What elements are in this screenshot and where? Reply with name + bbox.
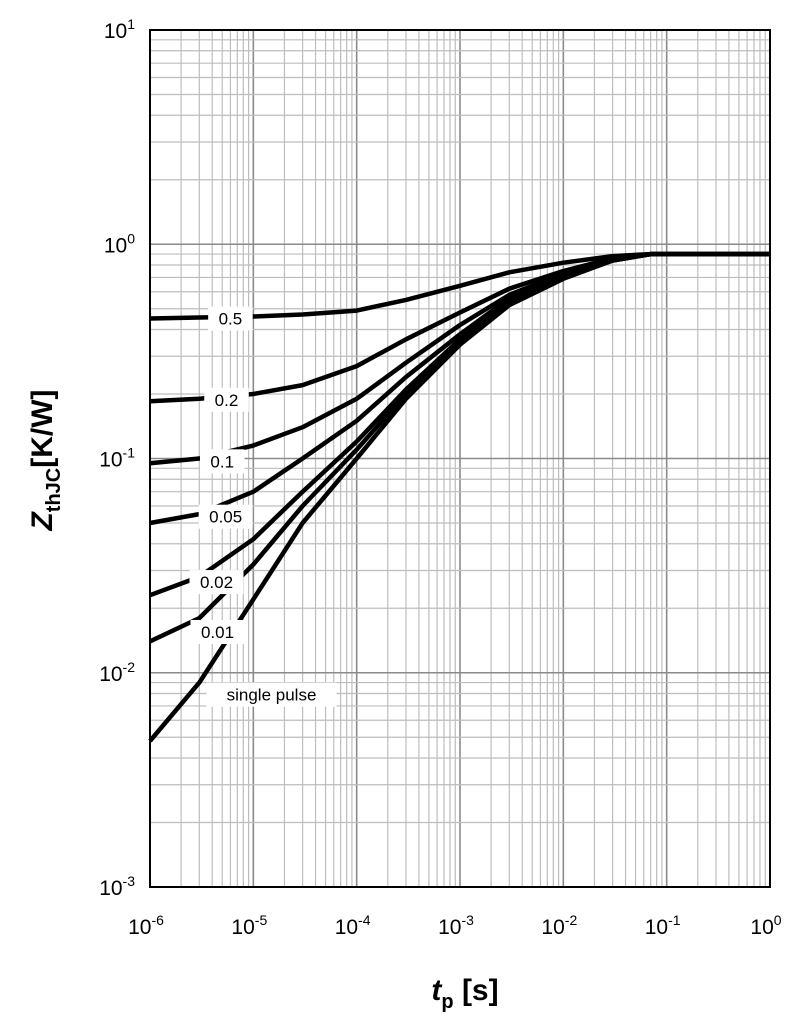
series-line-single-pulse: [148, 251, 770, 743]
curve-label-text: 0.05: [209, 508, 242, 527]
x-tick-label: 10-1: [645, 912, 681, 939]
y-tick-exponent: -3: [123, 873, 136, 889]
curve-label-background: [190, 619, 245, 644]
y-tick-exponent: 0: [127, 230, 135, 246]
curve-label-text: 0.01: [201, 623, 234, 642]
x-axis-title: tp [s]: [431, 974, 498, 1013]
plot-frame: [149, 29, 771, 888]
y-tick-label: 10-3: [99, 873, 135, 900]
y-axis-title-unit: [K/W]: [26, 389, 59, 467]
curve-labels: 0.5 0.2 0.1 0.05 0.02 0.01 single pulse: [189, 306, 337, 707]
x-tick-label: 10-5: [231, 912, 267, 939]
x-tick-base: 10: [335, 916, 358, 939]
x-tick-base: 10: [541, 916, 564, 939]
x-tick-base: 10: [645, 916, 668, 939]
curve-label: 0.5: [208, 306, 253, 331]
y-tick-exponent: 1: [127, 16, 135, 32]
x-tick-exponent: 0: [774, 912, 782, 928]
y-tick-base: 10: [99, 663, 122, 686]
y-tick-label: 100: [104, 230, 135, 257]
curve-label-background: [208, 306, 253, 331]
x-tick-label: 100: [750, 912, 781, 939]
curve-label-text: 0.5: [219, 310, 243, 329]
curve-label-text: single pulse: [227, 686, 317, 705]
y-tick-base: 10: [104, 234, 127, 257]
y-tick-exponent: -1: [123, 445, 136, 461]
y-tick-label: 10-1: [99, 445, 135, 472]
curve-label-text: 0.02: [200, 573, 233, 592]
y-tick-label: 101: [104, 16, 135, 43]
y-tick-label: 10-2: [99, 659, 135, 686]
x-tick-label: 10-6: [128, 912, 164, 939]
x-tick-exponent: -3: [461, 912, 474, 928]
curve-label: 0.02: [189, 570, 244, 595]
curve-label: 0.1: [199, 449, 245, 474]
y-tick-exponent: -2: [123, 659, 136, 675]
y-axis-title-sub: thJC: [43, 468, 65, 512]
curve-label-background: [206, 682, 337, 707]
curve-label-text: 0.1: [210, 452, 234, 471]
curve-label: 0.05: [198, 504, 253, 529]
x-axis-title-main: t: [431, 974, 443, 1007]
x-tick-exponent: -6: [151, 912, 164, 928]
curve-label-background: [189, 570, 244, 595]
curve-label-background: [204, 387, 249, 412]
y-tick-base: 10: [99, 877, 122, 900]
x-tick-exponent: -4: [358, 912, 371, 928]
y-axis-title: ZthJC[K/W]: [26, 389, 65, 531]
curve-label: single pulse: [206, 682, 337, 707]
curve-label: 0.01: [190, 619, 245, 644]
x-tick-exponent: -2: [565, 912, 578, 928]
curve-label-background: [198, 504, 253, 529]
x-tick-exponent: -5: [255, 912, 268, 928]
x-tick-label: 10-3: [438, 912, 474, 939]
x-tick-exponent: -1: [668, 912, 681, 928]
x-tick-labels: 10-6 10-5 10-4 10-3 10-2 10-1 100: [128, 912, 782, 939]
curves: [148, 251, 770, 743]
x-axis-title-unit: [s]: [454, 974, 499, 1007]
x-tick-label: 10-2: [541, 912, 577, 939]
y-tick-base: 10: [99, 449, 122, 472]
x-tick-base: 10: [750, 916, 773, 939]
curve-label: 0.2: [204, 387, 249, 412]
y-tick-base: 10: [104, 20, 127, 43]
y-axis-title-main: Z: [26, 511, 59, 532]
x-tick-base: 10: [231, 916, 254, 939]
curve-label-text: 0.2: [215, 391, 239, 410]
curve-label-background: [199, 449, 245, 474]
x-axis-title-sub: p: [441, 991, 453, 1013]
x-tick-base: 10: [438, 916, 461, 939]
x-tick-label: 10-4: [335, 912, 371, 939]
x-tick-base: 10: [128, 916, 151, 939]
